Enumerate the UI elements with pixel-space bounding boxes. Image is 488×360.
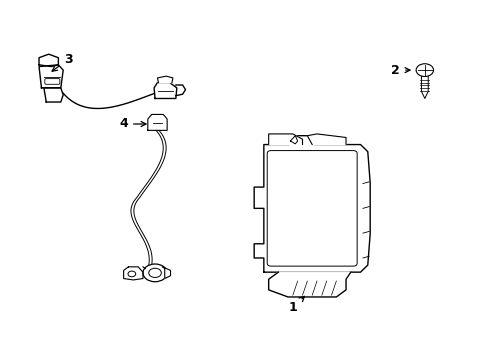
FancyBboxPatch shape xyxy=(266,150,356,266)
FancyBboxPatch shape xyxy=(45,78,60,84)
Polygon shape xyxy=(307,134,346,145)
Polygon shape xyxy=(39,54,58,67)
Polygon shape xyxy=(154,82,177,99)
Polygon shape xyxy=(39,65,63,88)
Polygon shape xyxy=(157,76,173,82)
Polygon shape xyxy=(147,114,167,130)
Text: 1: 1 xyxy=(288,296,304,314)
Circle shape xyxy=(148,268,161,278)
Polygon shape xyxy=(176,85,185,96)
Polygon shape xyxy=(421,77,427,99)
Polygon shape xyxy=(268,134,302,145)
Text: 2: 2 xyxy=(390,64,409,77)
Text: 3: 3 xyxy=(52,53,72,71)
Polygon shape xyxy=(268,272,350,297)
Polygon shape xyxy=(164,268,170,279)
Circle shape xyxy=(128,271,136,277)
Circle shape xyxy=(415,64,433,77)
Circle shape xyxy=(142,264,167,282)
Polygon shape xyxy=(44,88,63,102)
Polygon shape xyxy=(254,136,369,272)
Text: 4: 4 xyxy=(119,117,146,130)
Polygon shape xyxy=(123,267,142,280)
